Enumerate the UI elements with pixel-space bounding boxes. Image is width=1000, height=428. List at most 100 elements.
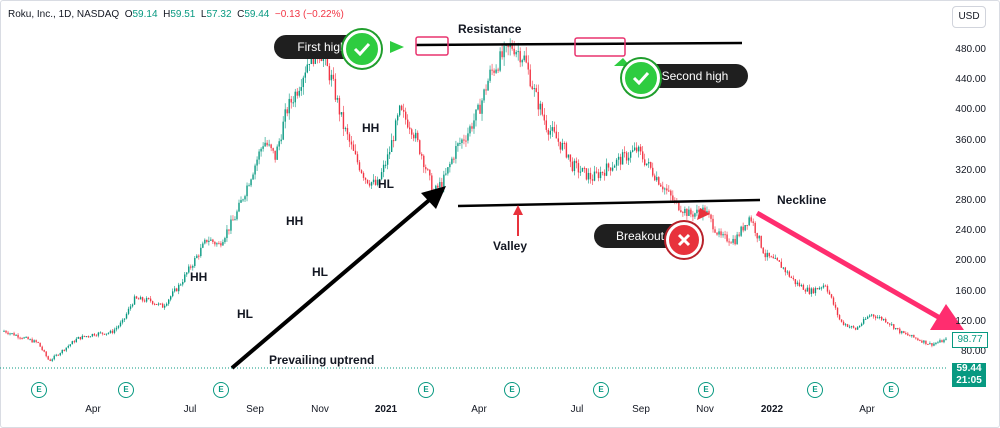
y-tick-label: 320.00 xyxy=(955,164,986,176)
candle-body xyxy=(334,78,337,100)
candle-body xyxy=(226,229,228,239)
candle-body xyxy=(672,195,674,201)
candle-body xyxy=(782,267,785,269)
candle-body xyxy=(131,304,134,307)
candle-body xyxy=(449,163,451,168)
candle-body xyxy=(521,60,523,63)
candle-body xyxy=(246,185,248,197)
candle-body xyxy=(3,330,5,332)
candle-body xyxy=(529,69,531,87)
candle-body xyxy=(105,333,108,335)
valley-label: Valley xyxy=(493,239,528,253)
candle-body xyxy=(541,103,543,115)
candle-body xyxy=(792,277,795,280)
candle-body xyxy=(204,239,206,244)
candle-body xyxy=(378,179,381,181)
candle-body xyxy=(497,69,499,71)
earnings-icon[interactable]: E xyxy=(504,382,520,398)
candle-body xyxy=(97,332,100,336)
high-value: 59.51 xyxy=(170,9,196,20)
candle-body xyxy=(288,98,290,114)
symbol-label: Roku, Inc., 1D, NASDAQ xyxy=(8,9,120,20)
candle-body xyxy=(802,284,805,290)
candle-body xyxy=(149,298,152,302)
candle-body xyxy=(549,130,552,135)
candle-body xyxy=(621,152,624,165)
candle-body xyxy=(396,115,399,121)
candle-body xyxy=(17,334,19,338)
candle-body xyxy=(190,266,192,268)
candle-body xyxy=(812,288,815,294)
candle-body xyxy=(407,119,409,128)
candle-body xyxy=(754,222,756,234)
candle-body xyxy=(27,336,29,340)
candle-body xyxy=(13,333,15,336)
candle-body xyxy=(603,172,606,176)
candle-body xyxy=(304,72,306,78)
candle-body xyxy=(860,323,863,326)
candle-body xyxy=(820,287,823,289)
candle-body xyxy=(141,297,144,301)
hh-label: HH xyxy=(190,270,208,284)
candle-body xyxy=(447,167,449,174)
candle-body xyxy=(11,333,13,335)
earnings-icon[interactable]: E xyxy=(31,382,47,398)
candle-body xyxy=(322,57,325,61)
candle-body xyxy=(619,156,622,165)
candle-body xyxy=(684,209,686,214)
candle-body xyxy=(830,294,833,298)
candle-body xyxy=(696,209,698,214)
candle-body xyxy=(579,171,582,173)
first-high-box xyxy=(415,36,449,56)
candles-layer xyxy=(3,38,947,363)
candle-body xyxy=(834,304,837,308)
candle-body xyxy=(268,144,270,146)
earnings-icon[interactable]: E xyxy=(807,382,823,398)
candle-body xyxy=(286,109,288,114)
earnings-icon[interactable]: E xyxy=(213,382,229,398)
hl-label: HL xyxy=(312,265,328,279)
candle-body xyxy=(583,167,586,169)
candle-body xyxy=(495,69,497,73)
candle-body xyxy=(69,344,71,346)
earnings-icon[interactable]: E xyxy=(118,382,134,398)
candle-body xyxy=(631,150,634,152)
earnings-icon[interactable]: E xyxy=(593,382,609,398)
candle-body xyxy=(629,151,632,158)
candle-body xyxy=(256,159,258,166)
candle-body xyxy=(893,324,895,329)
candle-body xyxy=(167,299,170,304)
x-tick-label: 2021 xyxy=(374,404,398,415)
currency-button[interactable]: USD xyxy=(952,6,986,28)
candle-body xyxy=(905,333,907,335)
candle-body xyxy=(778,260,780,262)
candle-body xyxy=(511,44,513,49)
close-value: 59.44 xyxy=(244,9,270,20)
candle-body xyxy=(266,142,268,146)
candle-body xyxy=(575,160,578,164)
candle-body xyxy=(176,288,178,292)
x-tick-label: Apr xyxy=(85,404,101,415)
candle-body xyxy=(475,109,477,121)
candle-body xyxy=(413,134,415,139)
candle-body xyxy=(686,209,688,216)
earnings-icon[interactable]: E xyxy=(883,382,899,398)
candle-body xyxy=(123,318,126,320)
candle-body xyxy=(296,91,298,96)
candle-body xyxy=(527,62,529,70)
candle-body xyxy=(224,238,226,243)
candle-body xyxy=(694,213,696,217)
candle-body xyxy=(563,142,566,144)
candle-body xyxy=(423,155,425,168)
earnings-icon[interactable]: E xyxy=(418,382,434,398)
candle-body xyxy=(479,104,481,114)
candle-body xyxy=(374,179,377,185)
candle-body xyxy=(368,183,371,186)
candle-body xyxy=(85,336,88,338)
candle-body xyxy=(901,331,903,334)
candle-body xyxy=(360,170,363,174)
candle-body xyxy=(342,112,345,130)
candle-body xyxy=(846,324,849,327)
earnings-icon[interactable]: E xyxy=(698,382,714,398)
